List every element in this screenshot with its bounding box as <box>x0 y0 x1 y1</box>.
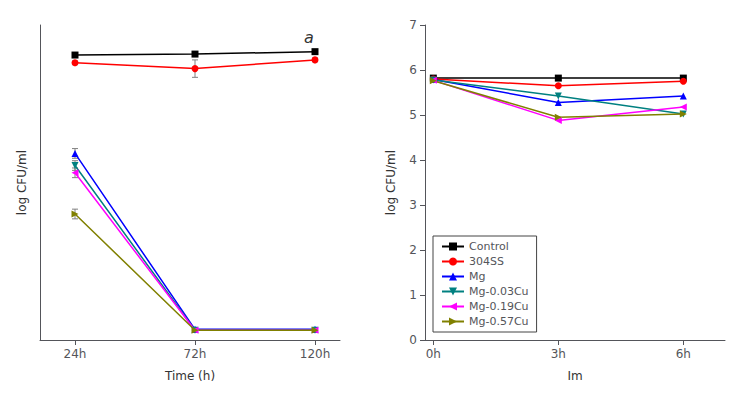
svg-text:3h: 3h <box>551 347 566 361</box>
svg-text:1: 1 <box>409 288 417 302</box>
svg-text:7: 7 <box>409 18 417 32</box>
svg-text:Im: Im <box>567 369 582 383</box>
svg-text:6h: 6h <box>676 347 691 361</box>
svg-text:Time (h): Time (h) <box>164 369 215 383</box>
svg-text:6: 6 <box>409 63 417 77</box>
svg-text:72h: 72h <box>184 347 207 361</box>
svg-text:120h: 120h <box>300 347 331 361</box>
svg-text:Mg-0.03Cu: Mg-0.03Cu <box>469 285 529 298</box>
svg-text:Mg-0.19Cu: Mg-0.19Cu <box>469 300 529 313</box>
svg-text:24h: 24h <box>64 347 87 361</box>
svg-text:4: 4 <box>409 153 417 167</box>
svg-text:0: 0 <box>409 333 417 347</box>
svg-text:log CFU/ml: log CFU/ml <box>384 150 398 215</box>
svg-text:304SS: 304SS <box>469 255 504 268</box>
svg-text:Mg: Mg <box>469 270 485 283</box>
svg-text:a: a <box>304 28 314 47</box>
svg-text:Control: Control <box>469 240 509 253</box>
svg-text:0h: 0h <box>426 347 441 361</box>
svg-text:3: 3 <box>409 198 417 212</box>
svg-text:log CFU/ml: log CFU/ml <box>15 150 29 215</box>
svg-text:Mg-0.57Cu: Mg-0.57Cu <box>469 315 529 328</box>
svg-text:2: 2 <box>409 243 417 257</box>
svg-text:5: 5 <box>409 108 417 122</box>
